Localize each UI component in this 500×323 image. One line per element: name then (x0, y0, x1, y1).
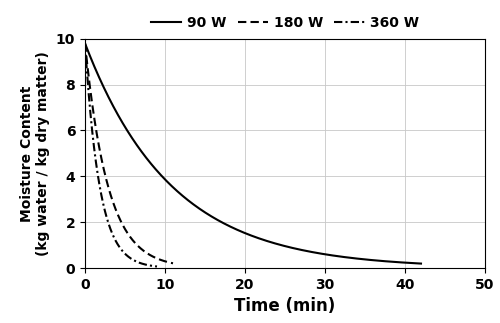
180 W (134, 243, 140, 247)
Legend: 90 W, 180 W, 360 W: 90 W, 180 W, 360 W (151, 16, 419, 29)
Y-axis label: Moisture Content
(kg water / kg dry matter): Moisture Content (kg water / kg dry matt… (20, 51, 50, 256)
90 W (242, 231, 248, 235)
Line: 360 W: 360 W (85, 43, 157, 266)
180 W (136, 245, 142, 249)
90 W (418, 262, 424, 266)
90 W (82, 41, 88, 45)
360 W (148, 264, 154, 267)
180 W (156, 257, 162, 261)
Line: 90 W: 90 W (85, 43, 421, 264)
180 W (82, 41, 88, 45)
90 W (264, 239, 270, 243)
360 W (82, 41, 88, 45)
Line: 180 W: 180 W (85, 43, 173, 263)
360 W (85, 82, 91, 86)
360 W (101, 206, 107, 210)
360 W (154, 265, 160, 268)
360 W (86, 99, 92, 103)
360 W (150, 264, 156, 268)
90 W (282, 244, 288, 248)
90 W (358, 257, 364, 261)
180 W (134, 244, 140, 247)
360 W (96, 177, 102, 181)
180 W (162, 259, 168, 263)
90 W (244, 232, 250, 236)
90 W (410, 261, 416, 265)
180 W (82, 44, 88, 48)
X-axis label: Time (min): Time (min) (234, 297, 336, 315)
180 W (170, 261, 176, 265)
